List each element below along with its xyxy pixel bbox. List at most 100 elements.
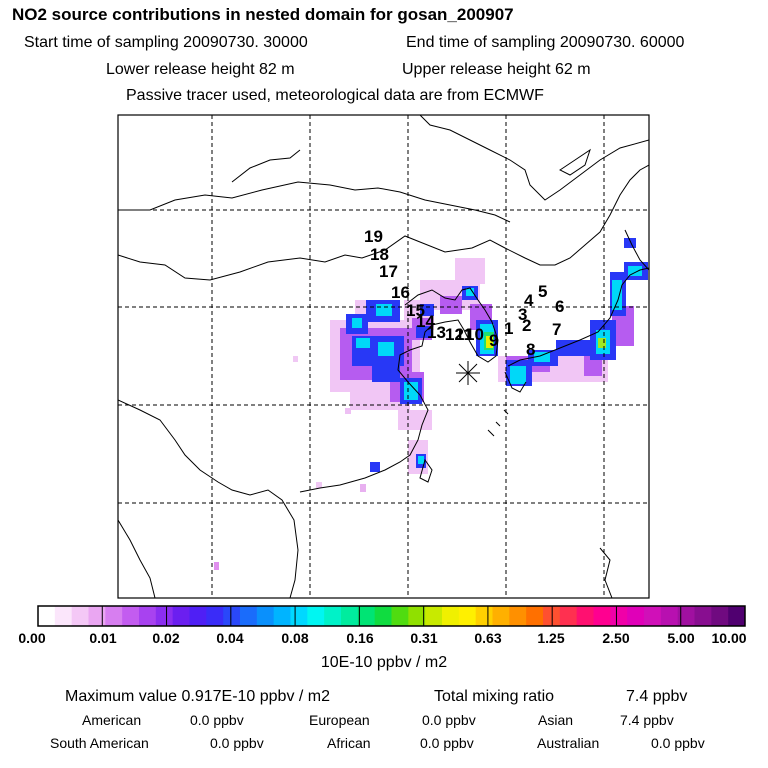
island-outline xyxy=(487,409,509,437)
european-label: European xyxy=(309,712,370,728)
colorbar-cell xyxy=(425,606,443,626)
colorbar-cell xyxy=(273,606,291,626)
source-marker-15: 15 xyxy=(406,301,425,320)
colorbar-cell xyxy=(526,606,544,626)
american-value: 0.0 ppbv xyxy=(190,712,244,728)
south-american-label: South American xyxy=(50,735,149,751)
colorbar-cell xyxy=(341,606,359,626)
asian-label: Asian xyxy=(538,712,574,728)
coast-line xyxy=(624,229,649,271)
source-marker-5: 5 xyxy=(538,282,547,301)
colorbar-cell xyxy=(408,606,426,626)
source-marker-9: 9 xyxy=(489,331,498,350)
source-marker-1: 1 xyxy=(504,319,513,338)
american-label: American xyxy=(82,712,142,728)
total-mixing-value: 7.4 ppbv xyxy=(626,688,688,705)
source-marker-11: 11 xyxy=(455,325,473,344)
island-outline xyxy=(419,458,433,483)
colorbar xyxy=(37,605,746,627)
source-marker-6: 6 xyxy=(555,297,564,316)
source-markers: 1 2 3 4 5 6 7 8 9 10 11 12 13 14 15 16 1… xyxy=(364,227,564,359)
colorbar-cell xyxy=(122,606,140,626)
colorbar-cell xyxy=(88,606,106,626)
colorbar-units: 10E-10 ppbv / m2 xyxy=(320,654,448,671)
colorbar-cell xyxy=(475,606,493,626)
african-label: African xyxy=(327,735,371,751)
coast-line xyxy=(599,547,613,598)
plume-speck xyxy=(360,484,366,492)
tracer-note: Passive tracer used, meteorological data… xyxy=(126,87,544,104)
colorbar-cell xyxy=(71,606,89,626)
colorbar-cell xyxy=(492,606,510,626)
colorbar-tick-label: 0.04 xyxy=(216,630,244,646)
plume-speck xyxy=(214,562,219,570)
colorbar-tick-label: 0.01 xyxy=(89,630,117,646)
start-time-label: Start time of sampling 20090730. 30000 xyxy=(24,34,308,51)
south-american-value: 0.0 ppbv xyxy=(210,735,264,751)
plume-green xyxy=(598,338,606,348)
source-marker-2: 2 xyxy=(522,316,531,335)
border-line xyxy=(118,181,511,223)
lower-release-height-label: Lower release height 82 m xyxy=(106,61,295,78)
source-marker-4: 4 xyxy=(524,291,534,310)
border-line xyxy=(118,399,299,598)
colorbar-tick-label: 0.08 xyxy=(281,630,309,646)
colorbar-cell xyxy=(54,606,73,626)
coast-line xyxy=(419,115,649,201)
border-line xyxy=(118,164,649,281)
source-marker-7: 7 xyxy=(552,320,561,339)
colorbar-cell xyxy=(509,606,527,626)
total-mixing-label: Total mixing ratio xyxy=(434,688,555,705)
colorbar-cell xyxy=(240,606,258,626)
colorbar-frame xyxy=(37,605,746,627)
coast-line xyxy=(504,371,527,393)
map-title: NO2 source contributions in nested domai… xyxy=(12,5,514,24)
colorbar-tick-label: 2.50 xyxy=(602,630,630,646)
source-marker-13: 13 xyxy=(427,323,446,342)
colorbar-cell xyxy=(139,606,157,626)
colorbar-cell xyxy=(38,606,56,626)
colorbar-cell xyxy=(374,606,392,626)
plume-speck xyxy=(345,408,351,414)
colorbar-cell xyxy=(357,606,376,626)
colorbar-cell xyxy=(627,606,645,626)
colorbar-cell xyxy=(223,606,241,626)
european-value: 0.0 ppbv xyxy=(422,712,476,728)
colorbar-cell xyxy=(711,606,729,626)
colorbar-cell xyxy=(543,606,561,626)
australian-label: Australian xyxy=(537,735,600,751)
island-outline xyxy=(559,148,591,176)
colorbar-cell xyxy=(442,606,460,626)
source-marker-18: 18 xyxy=(370,245,389,264)
colorbar-tick-label: 0.31 xyxy=(410,630,438,646)
source-marker-8: 8 xyxy=(526,340,535,359)
colorbar-tick-label: 0.02 xyxy=(152,630,180,646)
colorbar-cell xyxy=(677,606,695,626)
source-marker-16: 16 xyxy=(391,283,410,302)
map-frame xyxy=(117,114,650,599)
source-marker-17: 17 xyxy=(379,262,398,281)
african-value: 0.0 ppbv xyxy=(420,735,474,751)
colorbar-cell xyxy=(644,606,662,626)
source-marker-19: 19 xyxy=(364,227,383,246)
source-marker-12: 12 xyxy=(445,325,464,344)
colorbar-cell xyxy=(458,606,477,626)
colorbar-tick-label: 0.16 xyxy=(346,630,374,646)
colorbar-cell xyxy=(576,606,594,626)
colorbar-cell xyxy=(660,606,679,626)
colorbar-cell xyxy=(172,606,190,626)
colorbar-tick-label: 10.00 xyxy=(711,630,747,646)
lake-shore xyxy=(231,149,301,183)
colorbar-cell xyxy=(694,606,712,626)
coastlines xyxy=(118,115,649,598)
upper-release-height-label: Upper release height 62 m xyxy=(402,61,591,78)
source-marker-14: 14 xyxy=(416,312,435,331)
australian-value: 0.0 ppbv xyxy=(651,735,705,751)
colorbar-cell xyxy=(105,606,123,626)
coast-line xyxy=(299,287,499,493)
colorbar-cell xyxy=(324,606,342,626)
asian-value: 7.4 ppbv xyxy=(620,712,674,728)
border-line xyxy=(118,519,156,598)
source-marker-3: 3 xyxy=(518,305,527,324)
